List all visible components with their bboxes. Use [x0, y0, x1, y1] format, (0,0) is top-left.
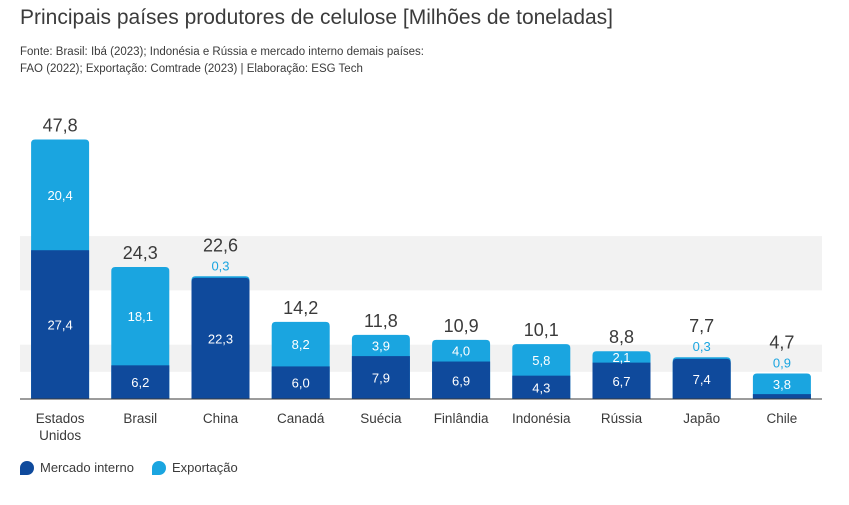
category-label: Unidos	[39, 428, 81, 443]
bar-mercado-interno	[191, 277, 250, 399]
value-label-total: 11,8	[364, 311, 398, 331]
source-line-2: FAO (2022); Exportação: Comtrade (2023) …	[20, 63, 363, 75]
value-label-exportacao-above: 0,3	[693, 339, 711, 354]
chart-legend: Mercado interno Exportação	[20, 460, 238, 475]
value-label-mercado-interno: 6,9	[452, 373, 470, 388]
value-label-mercado-interno: 6,7	[612, 374, 630, 389]
value-label-mercado-interno: 6,0	[292, 376, 310, 391]
value-label-mercado-interno: 7,4	[693, 372, 711, 387]
category-label: Brasil	[123, 411, 157, 426]
bar-mercado-interno	[271, 366, 330, 399]
value-label-exportacao: 8,2	[292, 337, 310, 352]
value-label-mercado-interno: 27,4	[47, 318, 72, 333]
legend-label-mercado-interno: Mercado interno	[40, 460, 134, 475]
category-label: Suécia	[360, 411, 402, 426]
value-label-mercado-interno: 4,3	[532, 380, 550, 395]
value-label-mercado-interno: 7,9	[372, 371, 390, 386]
value-label-mercado-interno: 6,2	[131, 375, 149, 390]
category-label: Chile	[767, 411, 798, 426]
bar-mercado-interno	[111, 365, 170, 399]
source-line-1: Fonte: Brasil: Ibá (2023); Indonésia e R…	[20, 46, 424, 58]
value-label-exportacao: 18,1	[128, 309, 153, 324]
legend-item-exportacao: Exportação	[151, 460, 238, 475]
bar-mercado-interno	[752, 394, 811, 399]
category-label: Finlândia	[434, 411, 489, 426]
bar-mercado-interno	[351, 356, 410, 399]
value-label-total: 14,2	[283, 298, 318, 318]
bar-mercado-interno	[31, 250, 90, 399]
legend-item-mercado-interno: Mercado interno	[20, 460, 134, 475]
value-label-total: 4,7	[769, 332, 794, 352]
bar-mercado-interno	[432, 361, 491, 399]
value-label-exportacao: 3,9	[372, 339, 390, 354]
value-label-total: 10,9	[444, 316, 479, 336]
category-label: China	[203, 411, 239, 426]
legend-swatch-exportacao	[151, 460, 166, 475]
value-label-total: 10,1	[524, 320, 559, 340]
value-label-exportacao: 3,8	[773, 377, 791, 392]
bar-mercado-interno	[672, 358, 731, 399]
category-label: Estados	[36, 411, 85, 426]
value-label-exportacao: 20,4	[47, 188, 72, 203]
value-label-total: 7,7	[689, 316, 714, 336]
value-label-exportacao: 5,8	[532, 353, 550, 368]
value-label-exportacao: 2,1	[612, 350, 630, 365]
legend-label-exportacao: Exportação	[171, 460, 238, 475]
category-label: Japão	[683, 411, 720, 426]
chart-title: Principais países produtores de celulose…	[20, 6, 614, 29]
bar-mercado-interno	[592, 362, 651, 399]
legend-swatch-mercado-interno	[20, 460, 34, 475]
value-label-total: 47,8	[43, 115, 78, 135]
category-label: Rússia	[601, 411, 643, 426]
value-label-total: 8,8	[609, 327, 634, 347]
value-label-exportacao-above: 0,9	[773, 355, 791, 370]
value-label-exportacao-above: 0,3	[211, 258, 229, 273]
category-label: Canadá	[277, 411, 325, 426]
bar-mercado-interno	[512, 375, 571, 399]
value-label-total: 24,3	[123, 243, 158, 263]
bar-exportacao	[752, 373, 811, 399]
value-label-total: 22,6	[203, 235, 238, 255]
chart-source: Fonte: Brasil: Ibá (2023); Indonésia e R…	[20, 44, 424, 78]
value-label-exportacao: 4,0	[452, 344, 470, 359]
category-label: Indonésia	[512, 411, 571, 426]
value-label-mercado-interno: 22,3	[208, 331, 233, 346]
